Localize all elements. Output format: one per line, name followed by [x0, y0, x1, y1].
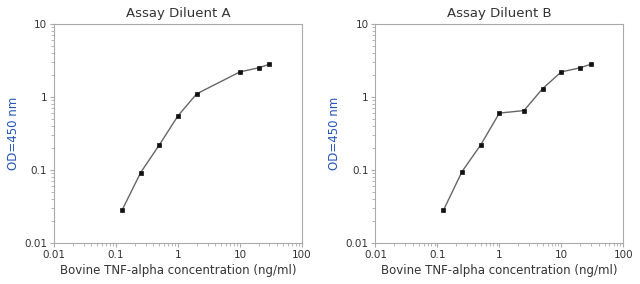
- Y-axis label: OD=450 nm: OD=450 nm: [328, 97, 341, 170]
- Y-axis label: OD=450 nm: OD=450 nm: [7, 97, 20, 170]
- X-axis label: Bovine TNF-alpha concentration (ng/ml): Bovine TNF-alpha concentration (ng/ml): [381, 264, 618, 277]
- Title: Assay Diluent B: Assay Diluent B: [447, 7, 552, 20]
- X-axis label: Bovine TNF-alpha concentration (ng/ml): Bovine TNF-alpha concentration (ng/ml): [60, 264, 296, 277]
- Title: Assay Diluent A: Assay Diluent A: [125, 7, 230, 20]
